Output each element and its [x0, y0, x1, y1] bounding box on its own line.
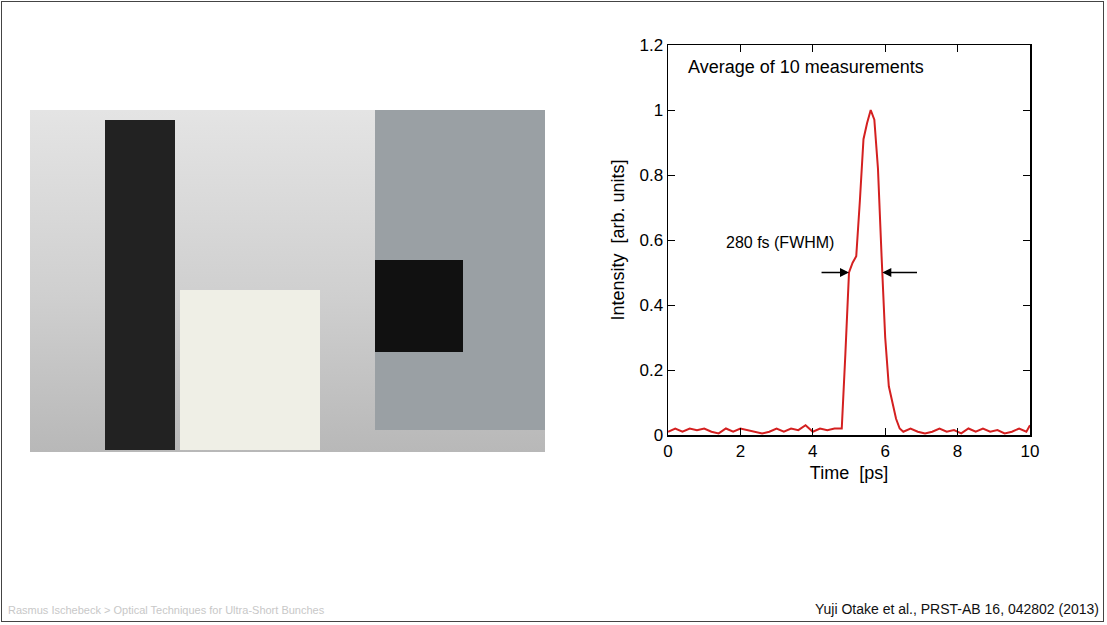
svg-text:1.2: 1.2 [639, 36, 663, 55]
svg-text:0.4: 0.4 [639, 296, 663, 315]
svg-text:2: 2 [736, 442, 745, 461]
svg-text:1: 1 [654, 101, 663, 120]
svg-text:8: 8 [953, 442, 962, 461]
svg-text:Time [ps]: Time [ps] [810, 463, 888, 483]
svg-text:Intensity [arb. units]: Intensity [arb. units] [608, 159, 628, 320]
svg-text:4: 4 [808, 442, 817, 461]
svg-text:0: 0 [663, 442, 672, 461]
svg-text:0.2: 0.2 [639, 361, 663, 380]
svg-text:0.6: 0.6 [639, 231, 663, 250]
svg-text:280 fs (FWHM): 280 fs (FWHM) [726, 234, 834, 251]
svg-text:6: 6 [880, 442, 889, 461]
html-text:Yuji Otake et al., PRST-AB 16,: Yuji Otake et al., PRST-AB 16, 042802 (2… [814, 601, 1099, 617]
svg-text:0.8: 0.8 [639, 166, 663, 185]
svg-text:0: 0 [654, 426, 663, 445]
svg-text:10: 10 [1021, 442, 1040, 461]
html-text:Rasmus Ischebeck > Optical Tec: Rasmus Ischebeck > Optical Techniques fo… [8, 604, 325, 616]
svg-text:Average of 10 measurements: Average of 10 measurements [688, 57, 924, 77]
